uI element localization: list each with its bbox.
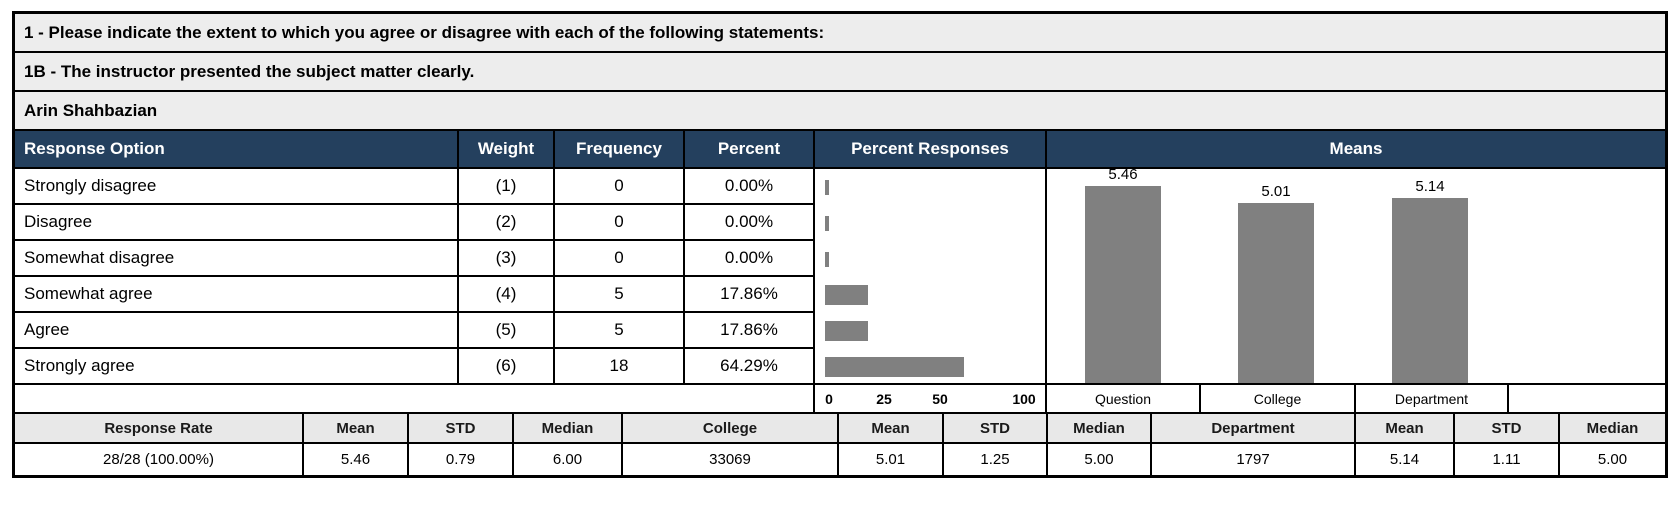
question-text: 1B - The instructor presented the subjec… — [24, 61, 475, 81]
col-header-response-option: Response Option — [15, 131, 459, 169]
stats-value-college-std: 1.25 — [944, 444, 1048, 475]
stats-header-college-std: STD — [944, 414, 1048, 444]
mean-bar-value-label: 5.14 — [1415, 178, 1445, 195]
col-header-weight: Weight — [459, 131, 555, 169]
axis-row-spacer — [15, 385, 815, 412]
table-row-option: Disagree — [15, 205, 459, 241]
col-header-percent: Percent — [685, 131, 815, 169]
percent-response-bar — [825, 321, 868, 341]
response-table: Response Option Weight Frequency Percent… — [15, 131, 1665, 412]
percent-axis: 0 25 50 100 — [815, 385, 1047, 412]
stats-header-mean: Mean — [304, 414, 409, 444]
question-group-banner: 1 - Please indicate the extent to which … — [15, 14, 1665, 53]
col-header-frequency: Frequency — [555, 131, 685, 169]
means-label-department: Department — [1354, 385, 1507, 412]
col-header-means: Means — [1047, 131, 1665, 169]
stats-header-college: College — [623, 414, 839, 444]
table-row-frequency: 0 — [555, 205, 685, 241]
mean-bar-value-label: 5.01 — [1261, 183, 1291, 200]
stats-header-department: Department — [1152, 414, 1356, 444]
stats-value-college-median: 5.00 — [1048, 444, 1152, 475]
percent-axis-tick: 50 — [932, 390, 948, 407]
stats-value-mean: 5.46 — [304, 444, 409, 475]
stats-value-department-median: 5.00 — [1560, 444, 1665, 475]
table-row-frequency: 5 — [555, 277, 685, 313]
table-row-percent: 0.00% — [685, 205, 815, 241]
stats-header-std: STD — [409, 414, 514, 444]
question-banner: 1B - The instructor presented the subjec… — [15, 53, 1665, 92]
table-row-weight: (3) — [459, 241, 555, 277]
means-category-labels: Question College Department — [1047, 385, 1665, 412]
stats-header-department-std: STD — [1455, 414, 1560, 444]
means-label-college: College — [1199, 385, 1354, 412]
percent-axis-tick: 0 — [825, 390, 833, 407]
table-row-frequency: 18 — [555, 349, 685, 385]
percent-axis-tick: 100 — [1012, 390, 1036, 407]
table-row-frequency: 0 — [555, 169, 685, 205]
stats-value-department-std: 1.11 — [1455, 444, 1560, 475]
col-header-percent-responses: Percent Responses — [815, 131, 1047, 169]
instructor-name: Arin Shahbazian — [24, 100, 158, 120]
stats-header-median: Median — [514, 414, 623, 444]
stats-value-department-mean: 5.14 — [1356, 444, 1455, 475]
stats-value-college: 33069 — [623, 444, 839, 475]
means-chart: 5.46 5.01 5.14 — [1047, 166, 1665, 385]
stats-value-std: 0.79 — [409, 444, 514, 475]
stats-value-median: 6.00 — [514, 444, 623, 475]
question-group-text: 1 - Please indicate the extent to which … — [24, 22, 825, 42]
percent-response-bar — [825, 357, 964, 377]
stats-value-response-rate: 28/28 (100.00%) — [15, 444, 304, 475]
stats-header-department-mean: Mean — [1356, 414, 1455, 444]
mean-bar — [1085, 186, 1161, 383]
table-row-option: Somewhat agree — [15, 277, 459, 313]
table-row-weight: (1) — [459, 169, 555, 205]
stats-header-department-median: Median — [1560, 414, 1665, 444]
stats-header-response-rate: Response Rate — [15, 414, 304, 444]
table-row-percent: 17.86% — [685, 313, 815, 349]
statistics-table: Response Rate Mean STD Median College Me… — [15, 412, 1665, 475]
table-row-weight: (2) — [459, 205, 555, 241]
table-row-option: Strongly disagree — [15, 169, 459, 205]
mean-bar — [1392, 198, 1468, 383]
table-row-frequency: 5 — [555, 313, 685, 349]
stats-header-college-mean: Mean — [839, 414, 944, 444]
means-label-question: Question — [1094, 390, 1152, 407]
percent-response-bar — [825, 285, 868, 305]
table-row-percent: 17.86% — [685, 277, 815, 313]
table-row-option: Agree — [15, 313, 459, 349]
percent-responses-chart — [815, 169, 1047, 385]
mean-bar-value-label: 5.46 — [1108, 166, 1138, 183]
percent-response-bar — [825, 216, 829, 231]
table-row-percent: 0.00% — [685, 241, 815, 277]
instructor-banner: Arin Shahbazian — [15, 92, 1665, 131]
table-row-weight: (4) — [459, 277, 555, 313]
percent-response-bar — [825, 180, 829, 195]
mean-bar — [1238, 203, 1314, 383]
stats-value-college-mean: 5.01 — [839, 444, 944, 475]
table-row-weight: (6) — [459, 349, 555, 385]
evaluation-report: 1 - Please indicate the extent to which … — [12, 11, 1668, 478]
table-row-option: Strongly agree — [15, 349, 459, 385]
table-row-weight: (5) — [459, 313, 555, 349]
table-row-percent: 0.00% — [685, 169, 815, 205]
table-row-percent: 64.29% — [685, 349, 815, 385]
means-label-empty — [1507, 385, 1665, 412]
percent-response-bar — [825, 252, 829, 267]
table-row-frequency: 0 — [555, 241, 685, 277]
table-row-option: Somewhat disagree — [15, 241, 459, 277]
stats-header-college-median: Median — [1048, 414, 1152, 444]
percent-axis-tick: 25 — [876, 390, 892, 407]
stats-value-department: 1797 — [1152, 444, 1356, 475]
